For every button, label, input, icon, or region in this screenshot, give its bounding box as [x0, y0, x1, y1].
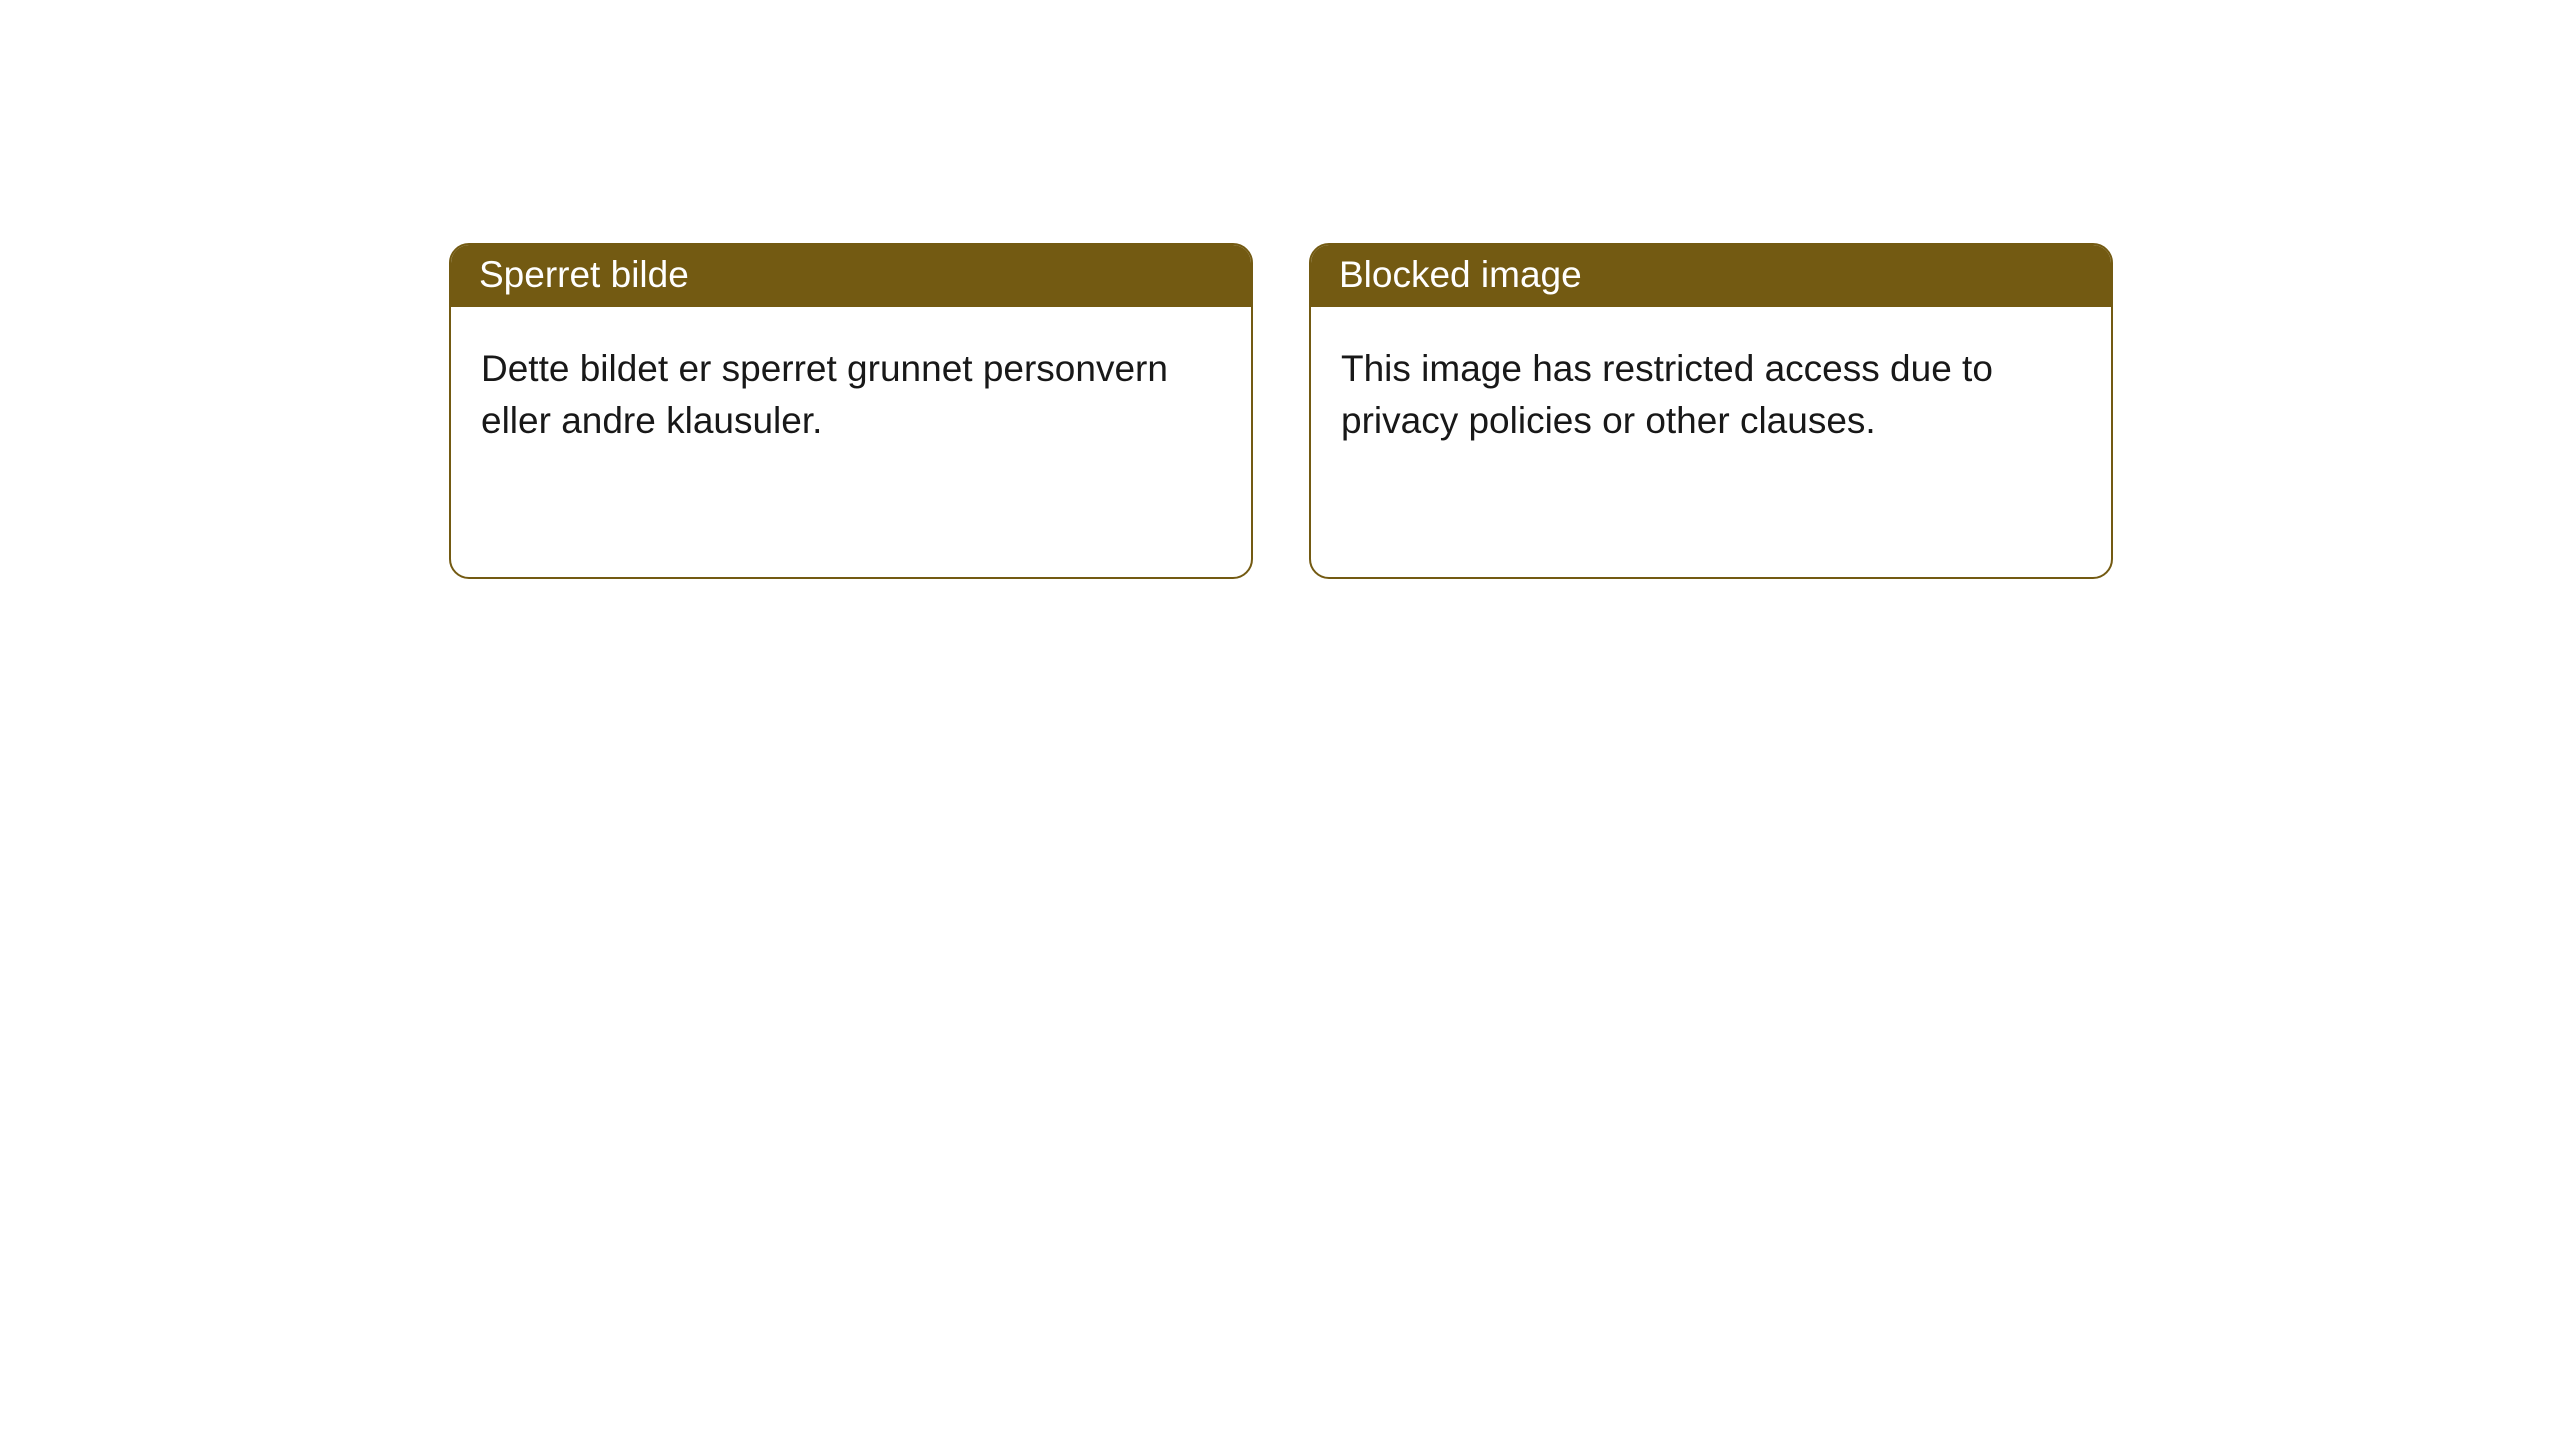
notice-header-english: Blocked image — [1311, 245, 2111, 307]
notice-body-english: This image has restricted access due to … — [1311, 307, 2111, 447]
notice-card-english: Blocked image This image has restricted … — [1309, 243, 2113, 579]
notice-body-norwegian: Dette bildet er sperret grunnet personve… — [451, 307, 1251, 447]
notice-header-norwegian: Sperret bilde — [451, 245, 1251, 307]
notice-container: Sperret bilde Dette bildet er sperret gr… — [0, 0, 2560, 579]
notice-card-norwegian: Sperret bilde Dette bildet er sperret gr… — [449, 243, 1253, 579]
